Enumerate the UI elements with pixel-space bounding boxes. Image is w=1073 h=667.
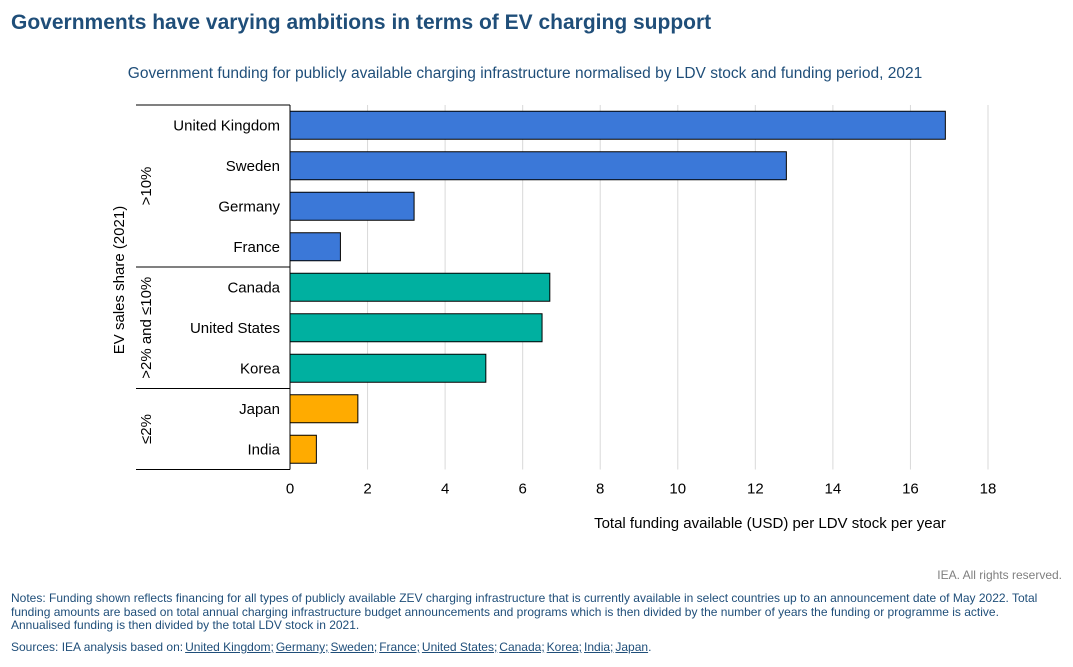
rights-notice: IEA. All rights reserved. <box>937 568 1062 582</box>
x-tick-label: 2 <box>363 481 371 498</box>
x-tick-label: 10 <box>669 481 686 498</box>
sources-end: . <box>648 640 652 654</box>
source-link[interactable]: Korea; <box>546 640 583 654</box>
source-link[interactable]: India; <box>584 640 614 654</box>
category-label: India <box>247 441 280 458</box>
y-axis-label: EV sales share (2021) <box>111 206 128 354</box>
source-link[interactable]: Germany; <box>275 640 329 654</box>
category-label: Canada <box>227 279 280 296</box>
category-label: Japan <box>239 401 280 418</box>
source-link[interactable]: Japan <box>615 640 649 654</box>
bar <box>289 110 946 140</box>
bar <box>289 394 359 424</box>
bar <box>289 272 551 302</box>
category-label: France <box>233 239 280 256</box>
source-link[interactable]: United States; <box>421 640 498 654</box>
x-tick-label: 14 <box>825 481 842 498</box>
bar <box>289 151 787 181</box>
chart-subtitle: Government funding for publicly availabl… <box>127 65 923 82</box>
category-label: United Kingdom <box>173 117 280 134</box>
bar <box>289 353 487 383</box>
x-axis-label: Total funding available (USD) per LDV st… <box>594 515 946 532</box>
x-tick-label: 12 <box>747 481 764 498</box>
group-label: ≤2% <box>138 414 155 444</box>
x-tick-label: 8 <box>596 481 604 498</box>
x-tick-label: 16 <box>902 481 919 498</box>
x-tick-label: 18 <box>980 481 997 498</box>
sources-label: Sources: IEA analysis based on: <box>11 640 184 654</box>
source-link[interactable]: Canada; <box>499 640 545 654</box>
source-link[interactable]: France; <box>379 640 420 654</box>
bar-chart: United Kingdom Sweden Germany France Canada U… <box>111 104 997 532</box>
page-title: Governments have varying ambitions in te… <box>11 11 712 34</box>
category-label: United States <box>190 320 280 337</box>
category-label: Korea <box>240 360 281 377</box>
x-tick-label: 6 <box>518 481 526 498</box>
bar <box>289 434 317 464</box>
bar <box>289 313 543 343</box>
category-label: Germany <box>218 198 280 215</box>
source-link[interactable]: Sweden; <box>330 640 378 654</box>
sources-line: Sources: IEA analysis based on: United Ki… <box>11 640 651 654</box>
group-label: >2% and ≤10% <box>138 277 155 379</box>
source-link[interactable]: United Kingdom; <box>185 640 274 654</box>
bar <box>289 191 415 221</box>
x-tick-label: 0 <box>286 481 294 498</box>
category-label: Sweden <box>226 158 280 175</box>
group-label: >10% <box>138 167 155 206</box>
x-tick-label: 4 <box>441 481 449 498</box>
bar <box>289 232 341 262</box>
notes-text: Notes: Funding shown reflects financing … <box>11 591 1038 632</box>
